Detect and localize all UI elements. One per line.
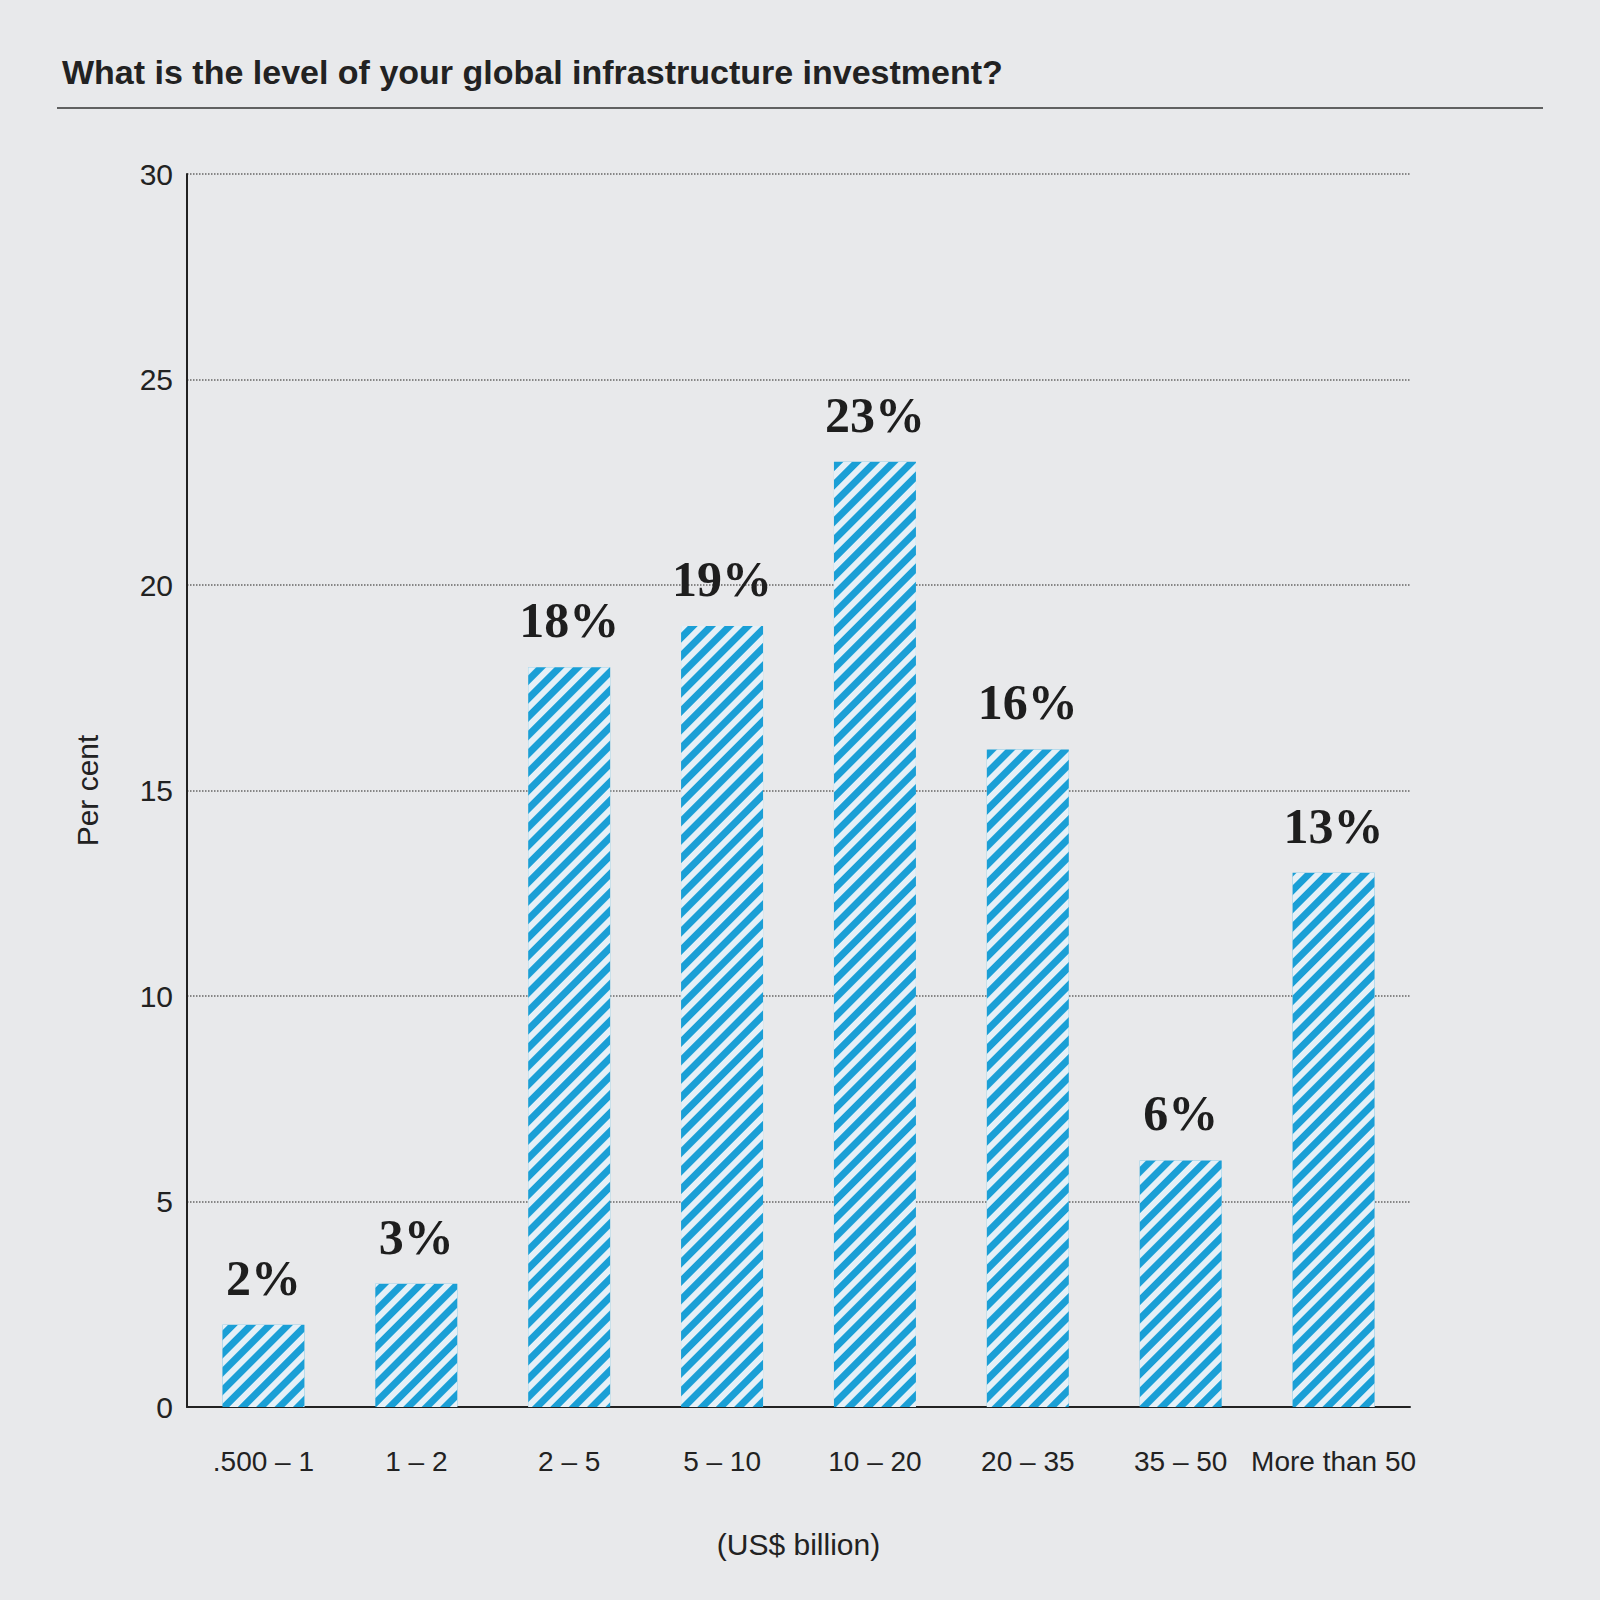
svg-text:(US$ billion): (US$ billion) (717, 1528, 880, 1561)
svg-text:35 – 50: 35 – 50 (1134, 1446, 1227, 1477)
svg-text:30: 30 (140, 158, 173, 191)
svg-text:5 – 10: 5 – 10 (683, 1446, 761, 1477)
svg-text:What is the level of your glob: What is the level of your global infrast… (62, 53, 1003, 91)
svg-text:6%: 6% (1143, 1085, 1218, 1141)
svg-text:18%: 18% (519, 592, 619, 648)
svg-text:5: 5 (156, 1185, 173, 1218)
svg-text:2 – 5: 2 – 5 (538, 1446, 600, 1477)
svg-text:Per cent: Per cent (71, 734, 104, 846)
svg-text:19%: 19% (672, 551, 772, 607)
svg-text:2%: 2% (226, 1250, 301, 1306)
svg-text:1 – 2: 1 – 2 (385, 1446, 447, 1477)
svg-text:More than 50: More than 50 (1251, 1446, 1416, 1477)
svg-text:13%: 13% (1284, 798, 1384, 854)
svg-text:20 – 35: 20 – 35 (981, 1446, 1074, 1477)
svg-text:10 – 20: 10 – 20 (828, 1446, 921, 1477)
svg-text:20: 20 (140, 569, 173, 602)
svg-text:.500 – 1: .500 – 1 (213, 1446, 314, 1477)
svg-text:3%: 3% (379, 1209, 454, 1265)
svg-text:16%: 16% (978, 674, 1078, 730)
svg-text:0: 0 (156, 1391, 173, 1424)
svg-text:15: 15 (140, 774, 173, 807)
svg-text:10: 10 (140, 980, 173, 1013)
svg-text:23%: 23% (825, 387, 925, 443)
svg-text:25: 25 (140, 363, 173, 396)
